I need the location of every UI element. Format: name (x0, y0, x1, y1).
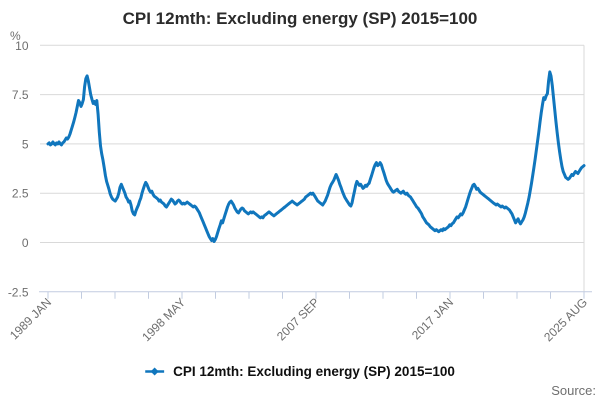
legend-diamond-marker (150, 367, 159, 376)
x-tick-label: 2017 JAN (409, 295, 456, 342)
legend-label: CPI 12mth: Excluding energy (SP) 2015=10… (173, 364, 455, 379)
series-line-cpi-excluding-energy[interactable] (46, 70, 586, 243)
x-tick-label: 2025 AUG (541, 295, 590, 344)
x-tick-label: 1998 MAY (139, 295, 188, 344)
x-tick-label: 1989 JAN (7, 295, 54, 342)
y-tick-label: 7.5 (12, 88, 29, 102)
y-tick-label: 2.5 (12, 187, 29, 201)
x-tick-label: 2007 SEP (274, 295, 322, 343)
source-label: Source: (551, 383, 596, 398)
legend-item[interactable]: CPI 12mth: Excluding energy (SP) 2015=10… (145, 364, 455, 379)
y-tick-label: 5 (22, 137, 29, 151)
y-axis-unit-label: % (10, 29, 21, 43)
y-tick-label: -2.5 (8, 285, 29, 299)
y-tick-label: 10 (15, 39, 29, 53)
legend-line-marker-icon (145, 367, 165, 376)
y-tick-label: 0 (22, 236, 29, 250)
chart-title: CPI 12mth: Excluding energy (SP) 2015=10… (122, 9, 478, 28)
